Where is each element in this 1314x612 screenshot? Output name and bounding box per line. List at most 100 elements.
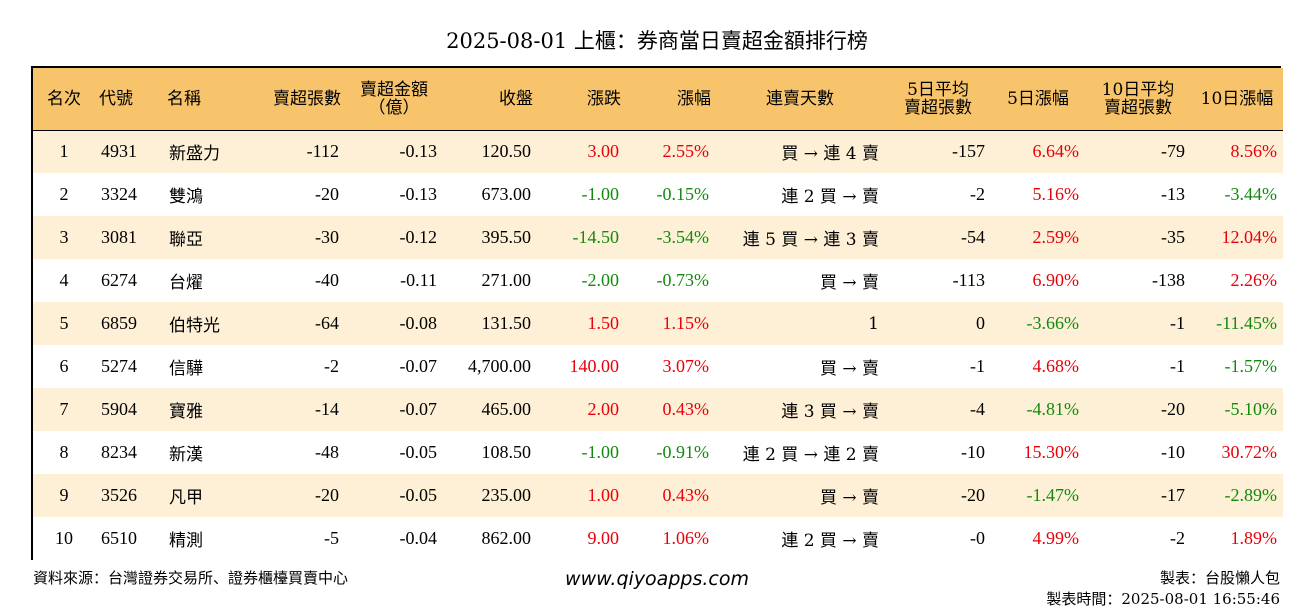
cell-net-sell-lots: -20 [315, 485, 339, 505]
cell-net-sell-lots: -2 [324, 356, 339, 376]
cell-chg10: 2.26% [1230, 270, 1278, 290]
cell-net-sell-lots: -20 [315, 184, 339, 204]
cell-code: 4931 [101, 141, 137, 162]
table-row: 3 3081 聯亞 -30 -0.12 395.50 -14.50 -3.54% 連 5 買 →… [33, 216, 1283, 259]
cell-net-sell-lots: -14 [315, 399, 339, 419]
cell-close: 395.50 [481, 227, 532, 247]
cell-net-sell-lots: -30 [315, 227, 339, 247]
col-net-sell-amount-line2: （億） [368, 97, 420, 118]
cell-chg5: 4.68% [1032, 356, 1080, 376]
cell-change: 2.00 [587, 399, 620, 419]
cell-change: 9.00 [587, 528, 620, 548]
table-row: 4 6274 台燿 -40 -0.11 271.00 -2.00 -0.73% 買 → 賣 -11… [33, 259, 1283, 302]
generated-time: 製表時間：2025-08-01 16:55:46 [1046, 590, 1280, 608]
cell-avg5: -4 [970, 399, 985, 419]
cell-code: 3081 [101, 227, 137, 247]
cell-change-pct: 3.07% [662, 356, 710, 376]
table-header-row: 名次 代號 名稱 賣超張數 賣超金額 （億） 收盤 漲跌 漲幅 連賣天數 5日平… [33, 68, 1283, 131]
cell-avg5: -20 [961, 485, 985, 505]
cell-avg10: -17 [1161, 485, 1185, 505]
cell-rank: 10 [55, 528, 73, 548]
cell-close: 862.00 [481, 528, 532, 548]
cell-change-pct: -0.91% [656, 442, 710, 462]
cell-streak: 買 → 賣 [819, 359, 879, 379]
cell-net-sell-amount: -0.05 [399, 485, 438, 505]
col-avg5-line2: 賣超張數 [904, 97, 972, 118]
col-net-sell-amount-line1: 賣超金額 [360, 79, 428, 100]
table-row: 9 3526 凡甲 -20 -0.05 235.00 1.00 0.43% 買 → 賣 -20 -1… [33, 474, 1283, 517]
table-row: 1 4931 新盛力 -112 -0.13 120.50 3.00 2.55% 買 → 連 4 … [33, 130, 1283, 173]
cell-net-sell-amount: -0.13 [399, 141, 438, 162]
table-row: 7 5904 寶雅 -14 -0.07 465.00 2.00 0.43% 連 3 買 → 賣 -… [33, 388, 1283, 431]
col-streak: 連賣天數 [715, 68, 885, 131]
cell-streak: 買 → 賣 [819, 488, 879, 508]
cell-net-sell-amount: -0.11 [400, 270, 437, 290]
cell-code: 3526 [101, 485, 137, 505]
table-row: 5 6859 伯特光 -64 -0.08 131.50 1.50 1.15% 1 0 -3.66% -… [33, 302, 1283, 345]
cell-name: 聯亞 [169, 230, 203, 250]
cell-name: 新盛力 [169, 144, 220, 165]
cell-chg10: -3.44% [1224, 184, 1278, 204]
cell-change-pct: -3.54% [656, 227, 710, 247]
cell-change: 3.00 [587, 141, 620, 162]
cell-name: 信驊 [169, 359, 203, 379]
cell-code: 5904 [101, 399, 137, 419]
cell-avg10: -10 [1161, 442, 1185, 462]
col-chg5: 5日漲幅 [991, 68, 1085, 131]
cell-net-sell-amount: -0.12 [399, 227, 438, 247]
cell-change: -2.00 [581, 270, 620, 290]
table-row: 2 3324 雙鴻 -20 -0.13 673.00 -1.00 -0.15% 連 2 買 → … [33, 173, 1283, 216]
cell-name: 新漢 [169, 445, 203, 465]
cell-rank: 4 [59, 270, 69, 290]
cell-rank: 1 [59, 141, 69, 162]
table-row: 6 5274 信驊 -2 -0.07 4,700.00 140.00 3.07% 買 → 賣 -1… [33, 345, 1283, 388]
cell-change: -14.50 [572, 227, 620, 247]
col-avg10-line1: 10日平均 [1101, 79, 1175, 100]
cell-chg10: 12.04% [1221, 227, 1278, 247]
col-chg10: 10日漲幅 [1191, 68, 1283, 131]
cell-net-sell-amount: -0.07 [399, 399, 438, 419]
cell-net-sell-lots: -112 [306, 141, 339, 162]
data-source: 資料來源：台灣證券交易所、證券櫃檯買賣中心 [33, 569, 349, 587]
cell-close: 673.00 [481, 184, 532, 204]
cell-net-sell-amount: -0.04 [399, 528, 438, 548]
cell-close: 235.00 [481, 485, 532, 505]
cell-chg5: -4.81% [1026, 399, 1080, 419]
cell-change-pct: 1.15% [662, 313, 710, 333]
cell-change-pct: -0.73% [656, 270, 710, 290]
cell-avg10: -1 [1170, 356, 1185, 376]
cell-change-pct: 0.43% [662, 485, 710, 505]
cell-change: -1.00 [581, 442, 620, 462]
cell-net-sell-amount: -0.13 [399, 184, 438, 204]
page-title: 2025-08-01 上櫃：券商當日賣超金額排行榜 [446, 29, 868, 53]
cell-chg5: 4.99% [1032, 528, 1080, 548]
cell-chg5: 5.16% [1032, 184, 1080, 204]
cell-avg10: -20 [1161, 399, 1185, 419]
cell-chg10: 30.72% [1221, 442, 1278, 462]
col-net-sell-lots: 賣超張數 [243, 68, 345, 131]
cell-close: 4,700.00 [468, 356, 531, 376]
col-net-sell-amount: 賣超金額 （億） [345, 68, 443, 131]
cell-rank: 9 [59, 485, 69, 505]
col-avg10-line2: 賣超張數 [1104, 97, 1172, 118]
cell-change: 140.00 [569, 356, 620, 376]
cell-chg5: -1.47% [1026, 485, 1080, 505]
cell-code: 3324 [101, 184, 137, 204]
cell-name: 雙鴻 [169, 187, 203, 207]
cell-rank: 2 [59, 184, 69, 204]
website-link[interactable]: www.qiyoapps.com [565, 568, 749, 590]
cell-net-sell-amount: -0.08 [399, 313, 438, 333]
cell-net-sell-lots: -5 [324, 528, 339, 548]
cell-rank: 5 [59, 313, 69, 333]
col-avg5-line1: 5日平均 [907, 79, 969, 100]
cell-streak: 買 → 賣 [819, 273, 879, 293]
cell-chg5: -3.66% [1026, 313, 1080, 333]
col-code: 代號 [95, 68, 163, 131]
cell-chg5: 6.90% [1032, 270, 1080, 290]
cell-name: 台燿 [169, 273, 203, 293]
cell-net-sell-lots: -48 [315, 442, 339, 462]
cell-code: 6274 [101, 270, 137, 290]
cell-rank: 6 [59, 356, 69, 376]
col-rank: 名次 [33, 68, 95, 131]
cell-code: 5274 [101, 356, 137, 376]
